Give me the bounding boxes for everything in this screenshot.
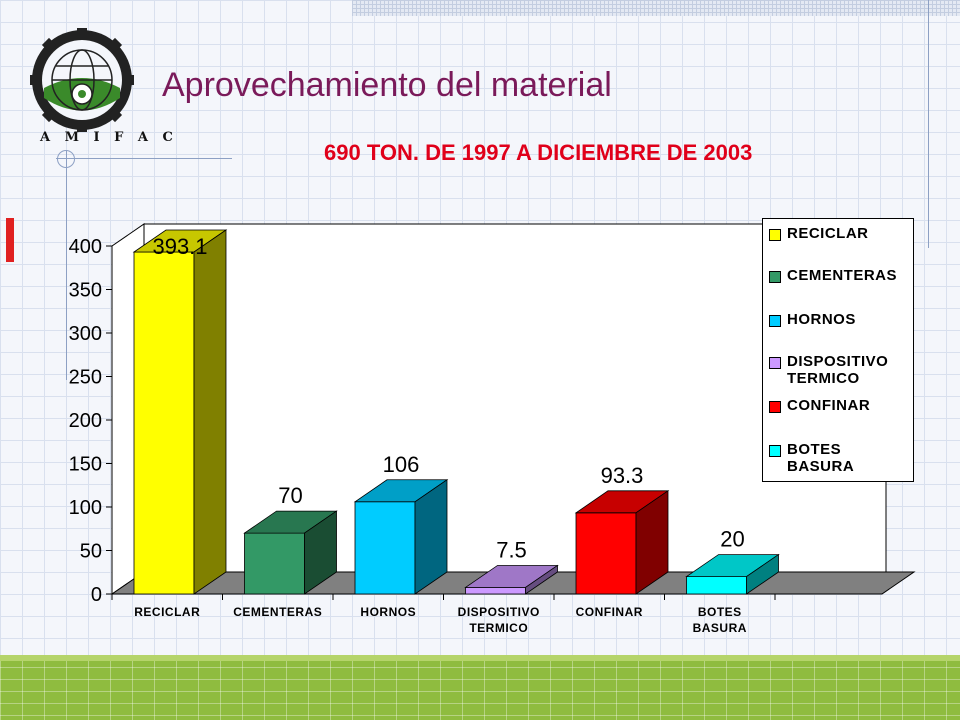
x-category-label: HORNOS: [360, 605, 416, 619]
footer-decor-band: [0, 655, 960, 720]
x-category-label: RECICLAR: [134, 605, 200, 619]
legend-swatch: [769, 271, 781, 283]
bar-side: [304, 510, 337, 595]
legend-item: CEMENTERAS: [769, 267, 917, 284]
decor-line-vertical: [66, 150, 67, 380]
legend-label: HORNOS: [787, 311, 856, 328]
y-tick-label: 300: [69, 323, 102, 345]
bar-front: [244, 532, 305, 595]
bar-value-label: 93.3: [601, 463, 644, 488]
y-tick-label: 100: [69, 497, 102, 519]
bar-side: [193, 229, 227, 595]
legend-item: HORNOS: [769, 311, 917, 328]
bar-front: [133, 251, 195, 595]
y-tick-label: 50: [80, 541, 102, 563]
bar-value-label: 7.5: [496, 537, 527, 562]
header-decor-band: [352, 0, 960, 16]
chart-legend: RECICLAR CEMENTERAS HORNOS DISPOSITIVO TERM…: [762, 218, 914, 482]
bar-value-label: 393.1: [152, 234, 207, 259]
y-tick-label: 250: [69, 367, 102, 389]
slide-marker: [6, 218, 14, 262]
bar-value-label: 70: [278, 483, 302, 508]
legend-label: BOTES BASURA: [787, 441, 855, 475]
bar-value-label: 20: [720, 527, 744, 552]
decor-crosshair: [57, 150, 75, 168]
bar-side: [635, 490, 669, 595]
decor-line-horizontal: [56, 158, 232, 159]
amifac-logo: [30, 28, 134, 132]
bar-front: [465, 587, 526, 595]
legend-swatch: [769, 315, 781, 327]
legend-item: CONFINAR: [769, 397, 917, 414]
bar-front: [354, 501, 416, 595]
legend-swatch: [769, 229, 781, 241]
bar-side: [746, 553, 779, 595]
legend-label: RECICLAR: [787, 225, 869, 242]
page-subtitle: 690 TON. DE 1997 A DICIEMBRE DE 2003: [324, 140, 753, 165]
y-tick-label: 150: [69, 454, 102, 476]
x-category-label: DISPOSITIVO TERMICO: [458, 605, 540, 635]
x-category-label: BOTES BASURA: [693, 605, 747, 635]
y-tick-label: 350: [69, 280, 102, 302]
bar-front: [686, 576, 747, 595]
legend-item: BOTES BASURA: [769, 441, 917, 475]
bar-value-label: 106: [383, 452, 420, 477]
y-tick-label: 200: [69, 410, 102, 432]
bar-side: [525, 564, 558, 595]
legend-label: CEMENTERAS: [787, 267, 898, 284]
decor-line-right: [928, 0, 929, 248]
legend-swatch: [769, 357, 781, 369]
y-tick-label: 0: [91, 584, 102, 606]
bar-side: [414, 479, 448, 595]
legend-swatch: [769, 445, 781, 457]
legend-item: RECICLAR: [769, 225, 917, 242]
legend-label: DISPOSITIVO TERMICO: [787, 353, 889, 387]
legend-label: CONFINAR: [787, 397, 871, 414]
x-category-label: CONFINAR: [576, 605, 643, 619]
legend-item: DISPOSITIVO TERMICO: [769, 353, 917, 387]
bar-front: [575, 512, 637, 595]
page-title: Aprovechamiento del material: [162, 66, 612, 104]
logo-text: A M I F A C: [40, 130, 178, 145]
x-category-label: CEMENTERAS: [233, 605, 322, 619]
legend-swatch: [769, 401, 781, 413]
y-tick-label: 400: [69, 236, 102, 258]
